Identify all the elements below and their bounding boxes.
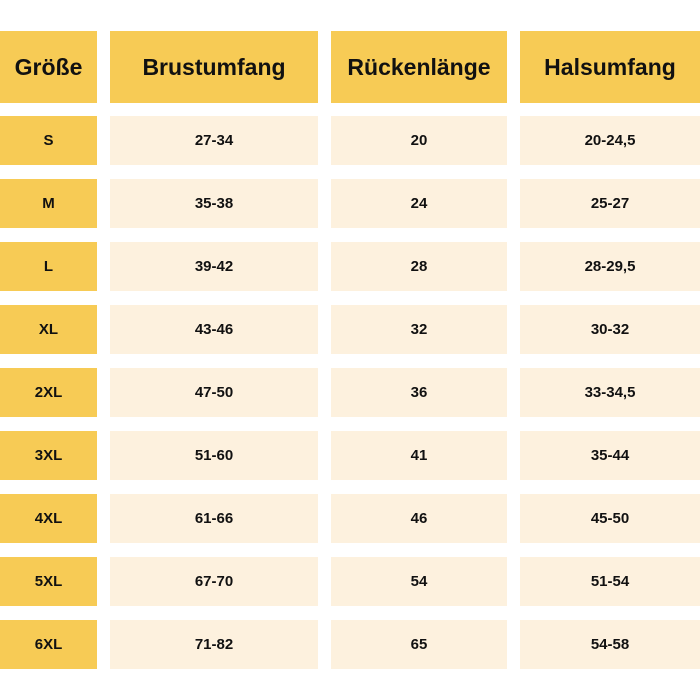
row-back-length-cell: 20 <box>331 116 507 165</box>
row-back-length-cell: 41 <box>331 431 507 480</box>
row-neck-cell: 33-34,5 <box>520 368 700 417</box>
row-back-length-cell: 36 <box>331 368 507 417</box>
row-neck-cell: 51-54 <box>520 557 700 606</box>
row-chest-cell: 67-70 <box>110 557 318 606</box>
row-size-cell: 6XL <box>0 620 97 669</box>
row-size-cell: 4XL <box>0 494 97 543</box>
row-neck-cell: 28-29,5 <box>520 242 700 291</box>
row-size-cell: S <box>0 116 97 165</box>
row-size-cell: M <box>0 179 97 228</box>
header-size: Größe <box>0 31 97 103</box>
row-chest-cell: 71-82 <box>110 620 318 669</box>
row-size-cell: 2XL <box>0 368 97 417</box>
row-back-length-cell: 54 <box>331 557 507 606</box>
header-neck: Halsumfang <box>520 31 700 103</box>
row-size-cell: 3XL <box>0 431 97 480</box>
row-chest-cell: 51-60 <box>110 431 318 480</box>
row-neck-cell: 20-24,5 <box>520 116 700 165</box>
row-back-length-cell: 32 <box>331 305 507 354</box>
row-neck-cell: 45-50 <box>520 494 700 543</box>
row-chest-cell: 35-38 <box>110 179 318 228</box>
header-chest: Brustumfang <box>110 31 318 103</box>
row-neck-cell: 25-27 <box>520 179 700 228</box>
row-chest-cell: 39-42 <box>110 242 318 291</box>
row-back-length-cell: 65 <box>331 620 507 669</box>
row-chest-cell: 43-46 <box>110 305 318 354</box>
row-chest-cell: 61-66 <box>110 494 318 543</box>
row-size-cell: L <box>0 242 97 291</box>
row-size-cell: XL <box>0 305 97 354</box>
row-back-length-cell: 46 <box>331 494 507 543</box>
header-back-length: Rückenlänge <box>331 31 507 103</box>
row-neck-cell: 54-58 <box>520 620 700 669</box>
row-chest-cell: 47-50 <box>110 368 318 417</box>
row-neck-cell: 30-32 <box>520 305 700 354</box>
row-back-length-cell: 24 <box>331 179 507 228</box>
row-back-length-cell: 28 <box>331 242 507 291</box>
row-size-cell: 5XL <box>0 557 97 606</box>
row-neck-cell: 35-44 <box>520 431 700 480</box>
row-chest-cell: 27-34 <box>110 116 318 165</box>
